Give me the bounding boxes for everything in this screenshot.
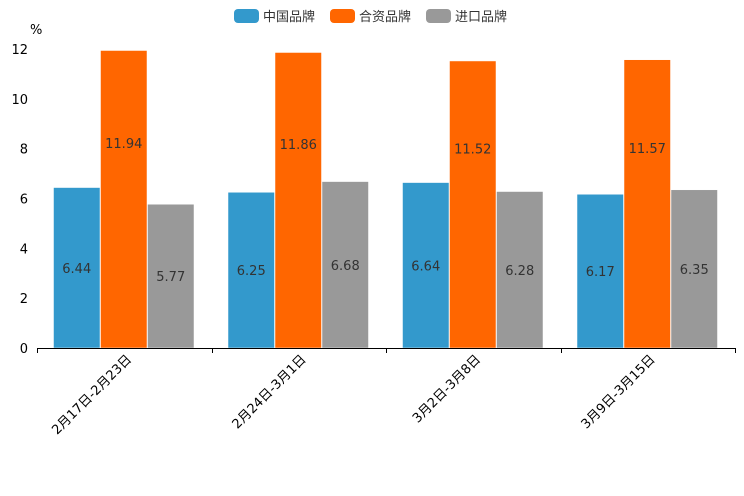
y-tick-label: 4	[20, 242, 28, 257]
data-label: 6.25	[237, 264, 266, 279]
legend-item[interactable]: 进口品牌	[426, 9, 507, 25]
data-label: 11.57	[629, 142, 666, 157]
legend-label: 进口品牌	[455, 9, 507, 25]
legend-swatch	[330, 9, 355, 23]
y-tick-label: 2	[20, 292, 28, 307]
legend: 中国品牌 合资品牌 进口品牌	[234, 9, 507, 25]
x-tick-label: 2月17日-2月23日	[49, 352, 135, 438]
y-tick-label: 12	[11, 43, 28, 58]
legend-swatch	[234, 9, 259, 23]
data-label: 11.52	[454, 142, 491, 157]
y-axis: 0 2 4 6 8 10 12	[11, 43, 28, 357]
data-label: 6.68	[331, 259, 360, 274]
data-label: 11.86	[280, 138, 317, 153]
bar[interactable]	[227, 192, 275, 349]
data-label: 6.17	[586, 265, 615, 280]
y-tick-label: 0	[20, 342, 28, 357]
legend-label: 合资品牌	[359, 9, 411, 25]
bar[interactable]	[670, 189, 718, 349]
data-label: 6.28	[505, 264, 534, 279]
bar[interactable]	[623, 59, 671, 349]
bar[interactable]	[449, 60, 497, 349]
data-label: 6.64	[411, 259, 440, 274]
x-axis: 2月17日-2月23日 2月24日-3月1日 3月2日-3月8日 3月9日-3月15日	[37, 348, 736, 438]
bar[interactable]	[321, 181, 369, 349]
bar[interactable]	[274, 52, 322, 349]
data-label: 6.35	[680, 263, 709, 278]
data-label: 6.44	[62, 262, 91, 277]
bar[interactable]	[147, 203, 195, 349]
x-tick-label: 2月24日-3月1日	[230, 352, 310, 432]
legend-swatch	[426, 9, 451, 23]
legend-label: 中国品牌	[263, 9, 315, 25]
y-tick-label: 10	[11, 93, 28, 108]
data-label: 11.94	[105, 137, 142, 152]
y-tick-label: 8	[20, 143, 28, 158]
bar[interactable]	[496, 191, 544, 349]
bar[interactable]	[100, 50, 148, 349]
y-axis-unit-label: %	[30, 23, 42, 38]
bar[interactable]	[53, 187, 101, 349]
x-tick-label: 3月2日-3月8日	[410, 352, 484, 426]
legend-item[interactable]: 合资品牌	[330, 9, 411, 25]
bar[interactable]	[402, 182, 450, 349]
data-label: 5.77	[156, 270, 185, 285]
bars	[53, 50, 718, 349]
data-labels: 6.44 11.94 5.77 6.25 11.86 6.68 6.64 11.52 6.28 6…	[62, 137, 708, 285]
y-tick-label: 6	[20, 193, 28, 208]
legend-item[interactable]: 中国品牌	[234, 9, 315, 25]
x-tick-label: 3月9日-3月15日	[579, 352, 659, 432]
